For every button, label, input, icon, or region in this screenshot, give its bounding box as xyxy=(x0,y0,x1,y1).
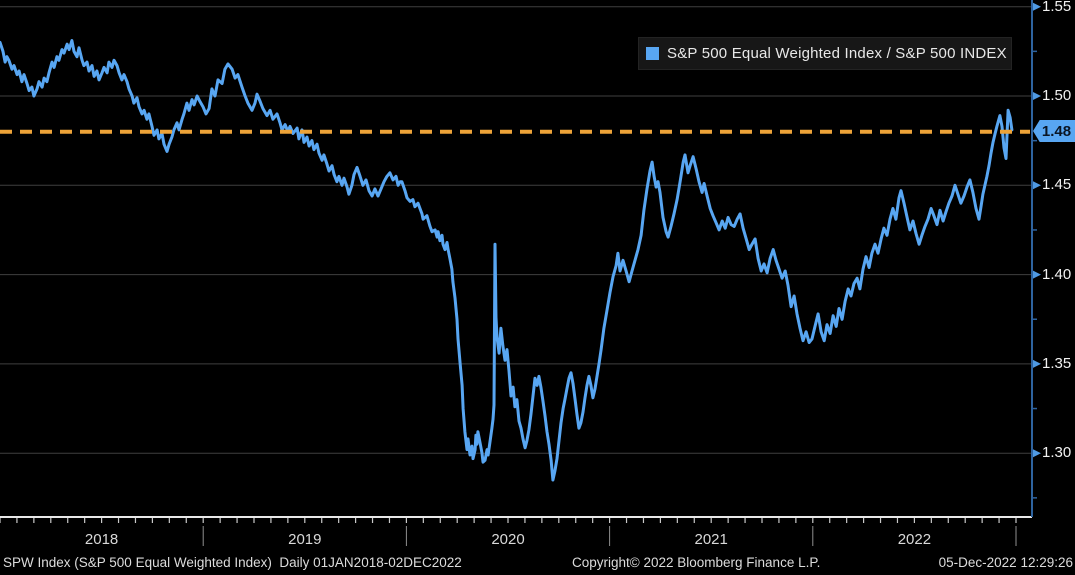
year-separators xyxy=(202,526,1017,546)
x-month-ticks xyxy=(0,518,1017,523)
last-price-tag: 1.48 xyxy=(1033,120,1075,142)
x-axis-year-label: 2018 xyxy=(84,531,119,548)
y-minor-ticks xyxy=(1032,50,1037,499)
last-price-value: 1.48 xyxy=(1041,122,1072,140)
price-line xyxy=(0,39,1014,482)
series-swatch-icon xyxy=(646,47,659,60)
timestamp: 05-Dec-2022 12:29:26 xyxy=(938,555,1073,570)
y-axis-label: 1.45 xyxy=(1042,176,1072,194)
y-axis-label: 1.55 xyxy=(1042,0,1072,15)
x-axis-year-label: 2019 xyxy=(288,531,322,548)
x-axis-year-label: 2021 xyxy=(694,531,728,548)
copyright-notice: Copyright© 2022 Bloomberg Finance L.P. xyxy=(572,555,821,570)
x-axis-year-label: 2022 xyxy=(897,531,932,548)
legend[interactable]: S&P 500 Equal Weighted Index / S&P 500 I… xyxy=(638,37,1012,70)
x-axis-year-label: 2020 xyxy=(491,531,525,548)
y-axis-label: 1.40 xyxy=(1042,265,1072,283)
gridlines xyxy=(0,6,1032,454)
security-description: SPW Index (S&P 500 Equal Weighted Index)… xyxy=(3,555,462,570)
status-bar: SPW Index (S&P 500 Equal Weighted Index)… xyxy=(0,555,1075,575)
y-axis-label: 1.30 xyxy=(1042,444,1072,462)
y-axis-label: 1.35 xyxy=(1042,354,1072,372)
y-tick-arrow-icons xyxy=(1033,2,1041,458)
y-axis-label: 1.50 xyxy=(1042,87,1072,104)
legend-label: S&P 500 Equal Weighted Index / S&P 500 I… xyxy=(667,45,1007,62)
